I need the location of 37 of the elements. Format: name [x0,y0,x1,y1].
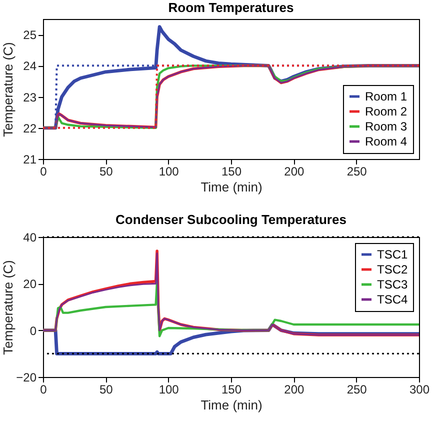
x-tick-label: 100 [158,164,180,178]
y-tick-label: 22 [23,121,37,136]
x-tick-label: 150 [221,164,242,178]
x-tick-label: 250 [346,164,368,178]
x-tick-label: 200 [284,382,304,396]
y-tick-label: −20 [16,370,37,384]
legend-label: TSC4 [377,292,408,306]
y-tick-label: 20 [23,277,37,292]
y-tick-label: 23 [23,90,37,104]
y-tick-label: 24 [23,59,37,74]
x-axis-title: Time (min) [200,398,262,412]
legend-label: TSC3 [377,278,408,292]
x-tick-label: 150 [221,382,242,396]
x-tick-label: 300 [409,382,430,396]
x-tick-label: 200 [284,164,304,178]
legend-label: TSC1 [377,248,408,262]
chart-title: Room Temperatures [168,0,294,15]
legend-label: Room 3 [365,120,408,134]
chart-title: Condenser Subcooling Temperatures [116,212,346,227]
legend-label: Room 4 [365,134,408,148]
y-tick-label: 25 [23,28,37,42]
x-tick-label: 0 [40,164,48,178]
line-series [42,280,420,338]
legend-label: Room 1 [365,90,408,104]
x-tick-label: 100 [158,382,180,396]
legend-label: Room 2 [365,104,408,118]
y-tick-label: 21 [23,152,37,166]
y-tick-label: 40 [23,230,37,244]
x-tick-label: 0 [40,382,48,396]
x-tick-label: 50 [99,164,114,178]
y-axis-title: Temperature (C) [0,260,16,355]
y-tick-label: 0 [30,324,37,338]
y-axis-title: Temperature (C) [0,42,16,137]
x-axis-title: Time (min) [200,180,262,194]
legend-label: TSC2 [377,262,408,276]
x-tick-label: 50 [99,382,114,396]
x-tick-label: 250 [346,382,368,396]
